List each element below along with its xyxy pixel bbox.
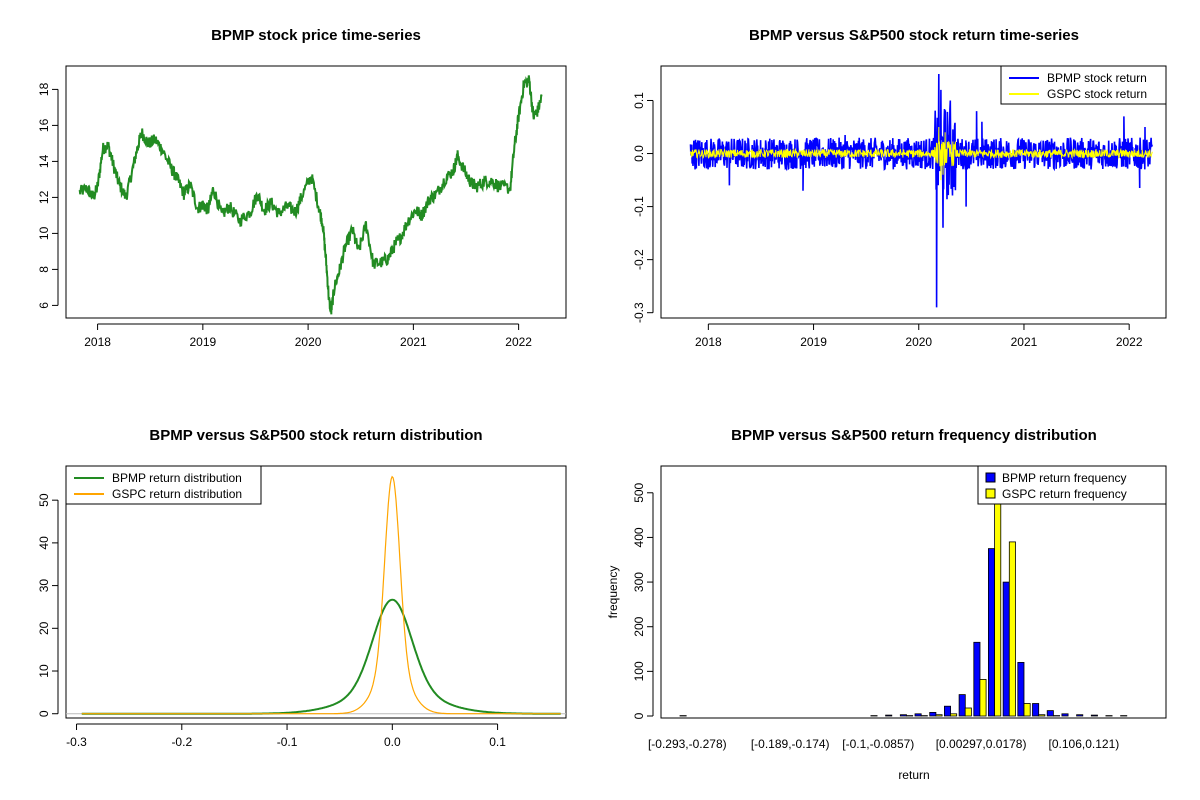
histogram-bar (1008, 541, 1016, 717)
panel-return-series: BPMP versus S&P500 stock return time-ser… (632, 27, 1167, 349)
x-tick-label: 2021 (1011, 335, 1038, 349)
legend-box-4 (977, 465, 1167, 505)
x-tick-label: 0.1 (489, 735, 506, 749)
legend-box-3 (65, 465, 262, 505)
y-tick-label: 40 (37, 536, 51, 550)
y-tick-label: 0.1 (632, 92, 646, 109)
legend-box-2 (1000, 65, 1167, 105)
histogram-bar (979, 679, 987, 717)
y-tick-label: 16 (37, 118, 51, 132)
y-tick-label: 6 (37, 302, 51, 309)
histogram-bar (950, 713, 958, 717)
x-tick-label: 2022 (1116, 335, 1143, 349)
histogram-bar (1032, 703, 1040, 717)
x-tick-label: -0.3 (66, 735, 87, 749)
legend-entry: BPMP stock return (1047, 71, 1147, 85)
y-axis-label: frequency (606, 566, 620, 619)
y-tick-label: -0.2 (632, 249, 646, 270)
x-tick-label: 2019 (189, 335, 216, 349)
y-tick-label: 10 (37, 664, 51, 678)
legend-entry: BPMP return distribution (112, 471, 242, 485)
panel-return-density: BPMP versus S&P500 stock return distribu… (37, 427, 567, 749)
histogram-bar (929, 712, 937, 717)
legend-entry: GSPC return distribution (112, 487, 242, 501)
histogram-bar (1090, 714, 1098, 717)
histogram-bar (1002, 581, 1010, 717)
chart-title-1: BPMP stock price time-series (211, 27, 421, 44)
y-tick-label: 200 (632, 616, 646, 636)
x-tick-label: 2022 (505, 335, 532, 349)
x-tick-label: -0.2 (171, 735, 192, 749)
y-tick-label: 50 (37, 493, 51, 507)
y-tick-label: 18 (37, 82, 51, 96)
y-tick-label: 0 (37, 710, 51, 717)
y-tick-label: 0 (632, 712, 646, 719)
y-tick-label: 300 (632, 572, 646, 592)
legend-entry: BPMP return frequency (1002, 471, 1127, 485)
histogram-bar (914, 713, 922, 717)
legend-entry: GSPC stock return (1047, 87, 1147, 101)
x-tick-label: [0.00297,0.0178) (936, 737, 1027, 751)
x-tick-label: 2019 (800, 335, 827, 349)
y-tick-label: -0.1 (632, 196, 646, 217)
density-line (81, 475, 561, 715)
plot-frame-2 (660, 65, 1167, 319)
return-series-line (689, 73, 1154, 308)
y-tick-label: 10 (37, 226, 51, 240)
legend-swatch (985, 472, 996, 483)
histogram-bar (1076, 714, 1084, 717)
legend-swatch (985, 488, 996, 499)
y-tick-label: 0.0 (632, 145, 646, 162)
density-line (81, 598, 561, 715)
histogram-bar (988, 548, 996, 717)
histogram-bar (885, 714, 893, 717)
chart-title-3: BPMP versus S&P500 stock return distribu… (149, 427, 482, 444)
chart-title-2: BPMP versus S&P500 stock return time-ser… (749, 27, 1079, 44)
plot-frame-3 (65, 465, 567, 719)
histogram-bar (1017, 662, 1025, 717)
x-tick-label: -0.1 (277, 735, 298, 749)
y-tick-label: 400 (632, 527, 646, 547)
panel-price: BPMP stock price time-series 6 8 10 12 14 16 18… (37, 27, 567, 349)
histogram-bar (1023, 703, 1031, 717)
histogram-bar (899, 714, 907, 717)
y-tick-label: 100 (632, 661, 646, 681)
histogram-bar (1046, 710, 1054, 717)
histogram-bar (964, 707, 972, 717)
histogram-bar (1061, 713, 1069, 717)
y-tick-label: 14 (37, 154, 51, 168)
x-tick-label: [0.106,0.121) (1049, 737, 1120, 751)
y-tick-label: 12 (37, 190, 51, 204)
x-tick-label: 2018 (695, 335, 722, 349)
x-tick-label: 0.0 (384, 735, 401, 749)
x-tick-label: [-0.189,-0.174) (751, 737, 830, 751)
x-tick-label: [-0.1,-0.0857) (842, 737, 914, 751)
y-tick-label: 30 (37, 579, 51, 593)
y-tick-label: 20 (37, 621, 51, 635)
price-line (78, 75, 543, 315)
x-tick-label: [-0.293,-0.278) (648, 737, 727, 751)
x-axis-label: return (898, 768, 929, 782)
panel-return-histogram: BPMP versus S&P500 return frequency dist… (606, 427, 1167, 782)
legend-entry: GSPC return frequency (1002, 487, 1127, 501)
x-tick-label: 2020 (295, 335, 322, 349)
x-tick-label: 2021 (400, 335, 427, 349)
x-tick-label: 2020 (905, 335, 932, 349)
x-tick-label: 2018 (84, 335, 111, 349)
histogram-bar (944, 705, 952, 717)
chart-title-4: BPMP versus S&P500 return frequency dist… (731, 427, 1097, 444)
histogram-bar (1038, 714, 1046, 717)
histogram-bar (973, 641, 981, 717)
plot-frame-1 (65, 65, 567, 319)
y-tick-label: -0.3 (632, 302, 646, 323)
y-tick-label: 500 (632, 482, 646, 502)
return-series-line (690, 126, 1153, 181)
y-tick-label: 8 (37, 266, 51, 273)
histogram-bar (958, 694, 966, 717)
histogram-bar (935, 714, 943, 717)
